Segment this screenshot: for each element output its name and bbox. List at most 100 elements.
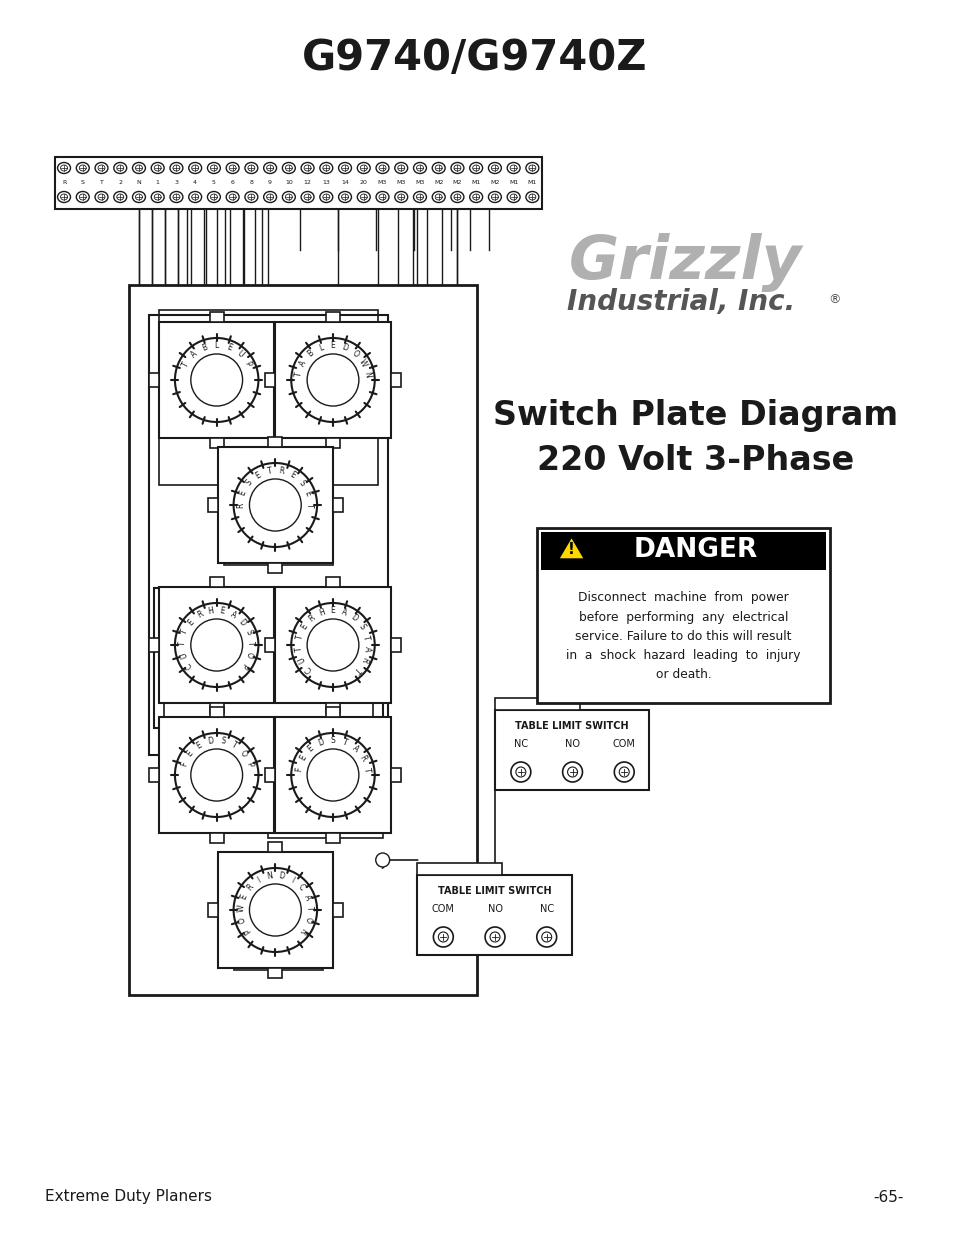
Ellipse shape (491, 165, 497, 170)
Text: N: N (361, 370, 372, 378)
Text: A: A (340, 608, 348, 618)
Ellipse shape (132, 163, 145, 173)
Text: H: H (207, 606, 214, 616)
Bar (149, 373, 159, 387)
Ellipse shape (510, 165, 517, 170)
Text: N: N (136, 180, 141, 185)
Text: M3: M3 (396, 180, 405, 185)
Text: A: A (189, 350, 198, 359)
Bar (208, 903, 217, 918)
Ellipse shape (154, 165, 161, 170)
Ellipse shape (60, 194, 68, 200)
Bar (326, 438, 339, 448)
Circle shape (174, 338, 258, 422)
Bar (417, 863, 501, 876)
Text: P: P (244, 761, 254, 768)
Text: 8: 8 (249, 180, 253, 185)
Bar (275, 587, 390, 703)
Text: NC: NC (539, 904, 553, 914)
Ellipse shape (319, 191, 333, 203)
Text: R: R (357, 753, 368, 763)
Text: U: U (234, 350, 244, 359)
Circle shape (307, 748, 358, 802)
Text: M1: M1 (527, 180, 537, 185)
Bar (275, 718, 390, 832)
Text: T: T (99, 180, 103, 185)
Ellipse shape (510, 194, 517, 200)
Text: 9: 9 (268, 180, 272, 185)
Ellipse shape (116, 165, 124, 170)
Text: N: N (266, 871, 273, 881)
Ellipse shape (79, 194, 86, 200)
Ellipse shape (322, 165, 330, 170)
Ellipse shape (98, 165, 105, 170)
Text: O: O (238, 748, 249, 758)
Ellipse shape (454, 165, 460, 170)
Text: -65-: -65- (872, 1189, 902, 1204)
Ellipse shape (378, 165, 386, 170)
Ellipse shape (341, 165, 348, 170)
Text: S: S (219, 736, 226, 746)
Text: 12: 12 (303, 180, 312, 185)
Bar (210, 703, 223, 713)
Ellipse shape (192, 165, 198, 170)
Text: F: F (179, 761, 189, 768)
Ellipse shape (207, 191, 220, 203)
Text: H: H (317, 608, 326, 618)
Bar (265, 373, 275, 387)
Text: E: E (288, 471, 296, 480)
Text: COM: COM (432, 904, 455, 914)
Ellipse shape (507, 191, 519, 203)
Bar (208, 498, 217, 513)
Bar (154, 588, 382, 727)
Text: Disconnect  machine  from  power
before  performing  any  electrical
service. Fa: Disconnect machine from power before per… (565, 592, 800, 680)
Ellipse shape (132, 191, 145, 203)
Ellipse shape (57, 163, 71, 173)
Ellipse shape (491, 194, 497, 200)
Ellipse shape (248, 194, 254, 200)
Text: O: O (303, 915, 313, 924)
Ellipse shape (304, 194, 311, 200)
Text: A: A (350, 743, 360, 753)
Text: T: T (181, 361, 191, 368)
Ellipse shape (357, 191, 370, 203)
Circle shape (249, 884, 301, 936)
Circle shape (307, 354, 358, 406)
Circle shape (567, 767, 577, 777)
Text: O: O (350, 348, 360, 359)
Ellipse shape (432, 163, 445, 173)
Ellipse shape (248, 165, 254, 170)
Text: D: D (207, 736, 214, 746)
Ellipse shape (488, 191, 501, 203)
Bar (326, 832, 339, 844)
Circle shape (511, 762, 530, 782)
Text: Switch Plate Diagram: Switch Plate Diagram (493, 399, 898, 431)
Text: U: U (296, 656, 307, 664)
Circle shape (191, 748, 242, 802)
Bar (390, 768, 400, 782)
Text: S: S (244, 478, 253, 488)
Ellipse shape (211, 194, 217, 200)
Bar (274, 638, 284, 652)
Text: C: C (184, 661, 194, 671)
Text: 2: 2 (118, 180, 122, 185)
Text: M1: M1 (509, 180, 517, 185)
Circle shape (375, 853, 389, 867)
Circle shape (307, 619, 358, 671)
Ellipse shape (189, 191, 201, 203)
Bar (268, 968, 282, 978)
Text: B: B (200, 343, 208, 353)
Ellipse shape (263, 191, 276, 203)
Text: DANGER: DANGER (633, 537, 757, 563)
Text: 5: 5 (212, 180, 215, 185)
Ellipse shape (113, 191, 127, 203)
Text: R: R (195, 610, 204, 620)
Ellipse shape (378, 194, 386, 200)
Ellipse shape (525, 163, 538, 173)
Bar (390, 638, 400, 652)
Bar (210, 577, 223, 587)
Text: E: E (238, 489, 248, 496)
Ellipse shape (152, 163, 164, 173)
Text: Industrial, Inc.: Industrial, Inc. (566, 288, 794, 316)
Text: T: T (230, 741, 238, 751)
